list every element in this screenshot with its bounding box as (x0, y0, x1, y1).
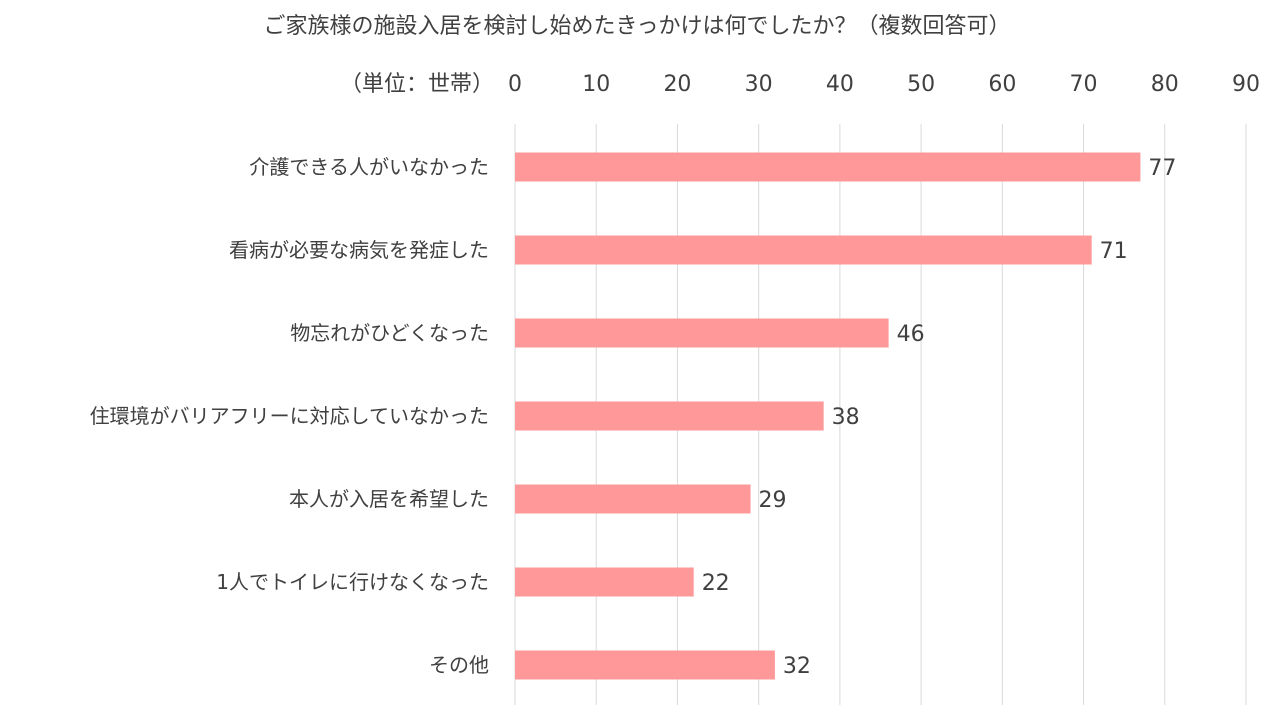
data-label: 77 (1148, 156, 1176, 181)
bar (515, 152, 1141, 182)
x-tick-label: 30 (745, 72, 773, 97)
bar (515, 401, 824, 431)
x-tick-label: 0 (508, 72, 522, 97)
x-tick-label: 40 (826, 72, 854, 97)
x-tick-label: 10 (582, 72, 610, 97)
bar (515, 235, 1092, 265)
axis-unit-label: （単位：世帯） (340, 72, 494, 97)
bar (515, 318, 889, 348)
category-label: 物忘れがひどくなった (290, 321, 489, 345)
category-label: その他 (429, 653, 489, 677)
data-label: 71 (1100, 239, 1128, 264)
category-label: 住環境がバリアフリーに対応していなかった (90, 404, 489, 428)
data-label: 29 (759, 488, 787, 513)
category-label: 1人でトイレに行けなくなった (216, 570, 489, 594)
bar (515, 484, 751, 514)
data-label: 38 (832, 405, 860, 430)
bars (515, 152, 1141, 680)
bar (515, 567, 694, 597)
x-tick-label: 20 (663, 72, 691, 97)
x-tick-label: 80 (1151, 72, 1179, 97)
category-labels: 介護できる人がいなかった看病が必要な病気を発症した物忘れがひどくなった住環境がバ… (90, 155, 489, 677)
x-tick-label: 90 (1232, 72, 1260, 97)
x-tick-label: 60 (988, 72, 1016, 97)
category-label: 看病が必要な病気を発症した (229, 238, 489, 262)
data-label: 22 (702, 571, 730, 596)
data-labels: 77 71 46 38 29 22 32 (702, 156, 1177, 679)
data-label: 32 (783, 654, 811, 679)
x-axis-ticks: 0 10 20 30 40 50 60 70 80 90 (508, 72, 1260, 97)
x-tick-label: 50 (907, 72, 935, 97)
x-tick-label: 70 (1070, 72, 1098, 97)
category-label: 介護できる人がいなかった (249, 155, 489, 179)
category-label: 本人が入居を希望した (289, 487, 489, 511)
gridlines (514, 124, 1247, 705)
chart-title: ご家族様の施設入居を検討し始めたきっかけは何でしたか？（複数回答可） (263, 14, 1010, 39)
data-label: 46 (897, 322, 925, 347)
bar (515, 650, 775, 680)
